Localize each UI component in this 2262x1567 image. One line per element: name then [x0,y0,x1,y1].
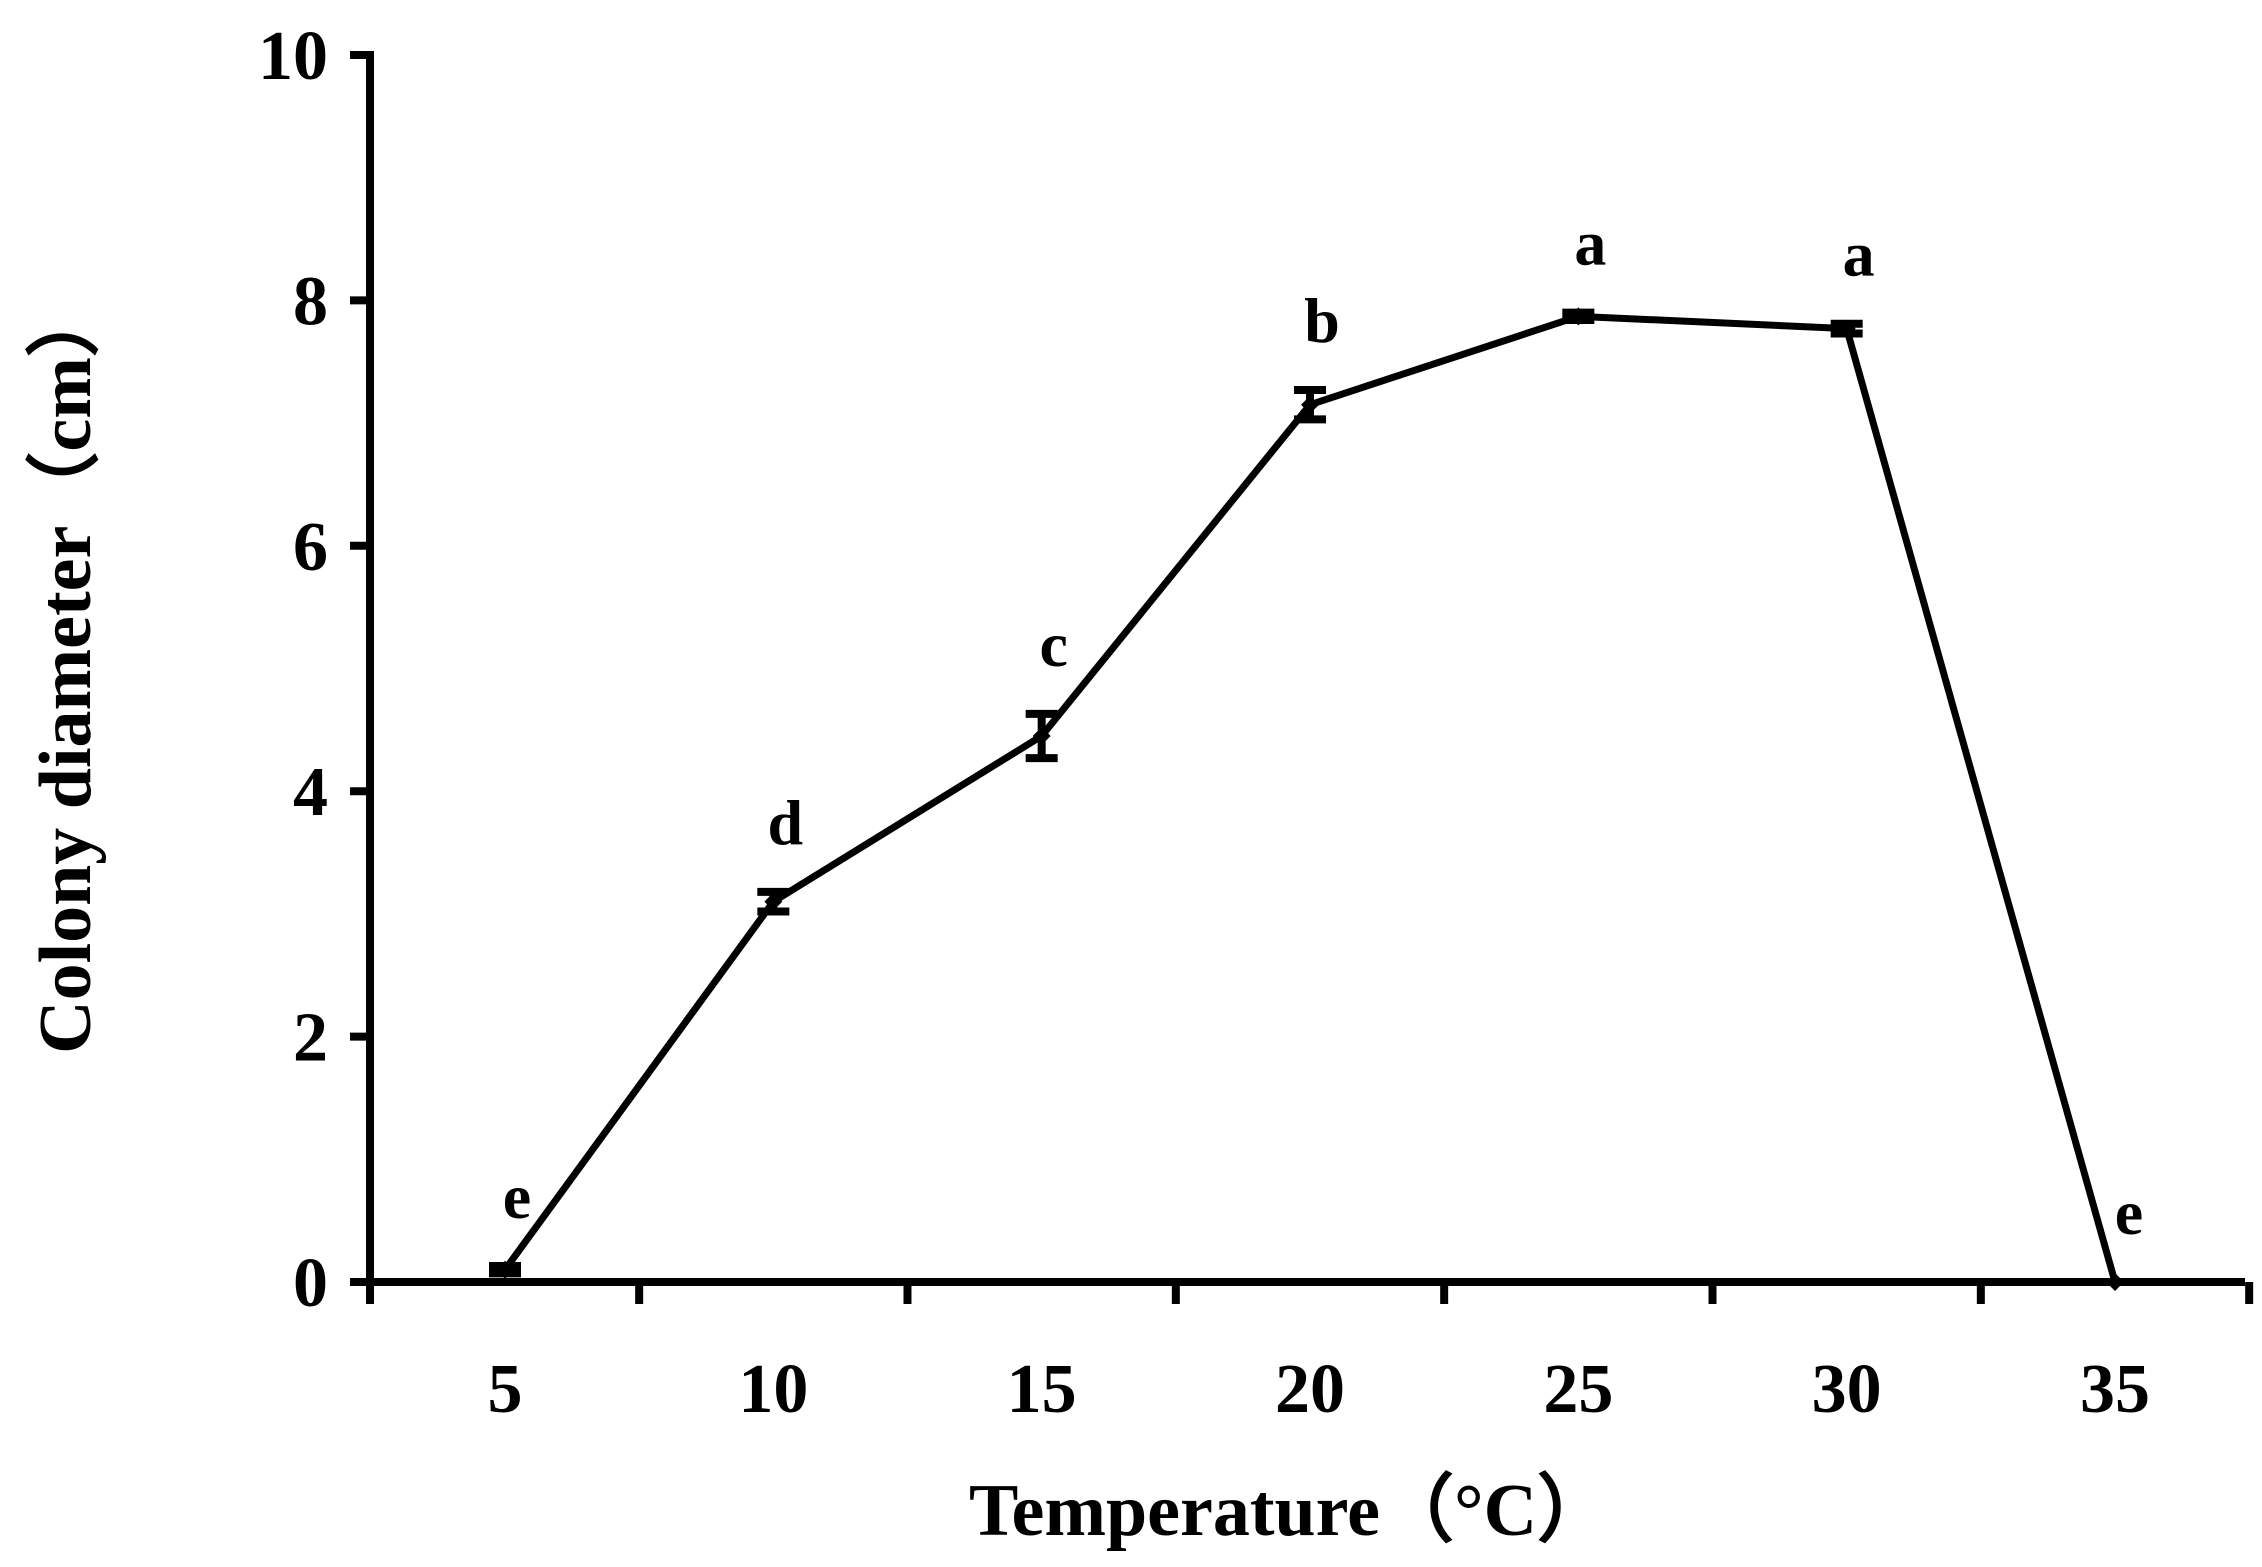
data-point [1837,319,1856,338]
data-point [1569,307,1588,326]
y-tick-label: 4 [293,754,328,831]
significance-label: a [1843,219,1875,290]
x-tick-label: 25 [1543,1351,1613,1428]
y-axis-title: Colony diameter（cm） [25,283,107,1054]
x-ticks: 5 10 15 20 25 30 35 [366,1282,2254,1428]
data-point [1301,395,1319,414]
significance-label: c [1039,609,1067,680]
data-point [2106,1273,2124,1291]
data-point [764,892,783,911]
y-tick-label: 0 [293,1245,328,1322]
significance-label: a [1574,208,1606,279]
x-axis-title: Temperature（°C） [969,1470,1611,1552]
data-series [502,312,2119,1283]
y-tick-label: 8 [293,263,328,340]
y-tick-label: 10 [258,18,328,95]
significance-label: b [1304,285,1340,356]
x-tick-label: 20 [1275,1351,1345,1428]
significance-label: d [768,787,804,858]
x-tick-label: 15 [1007,1351,1077,1428]
data-point [496,1260,514,1279]
x-tick-label: 5 [488,1351,523,1428]
y-tick-label: 6 [293,509,328,586]
x-tick-label: 35 [2080,1351,2150,1428]
x-tick-label: 30 [1812,1351,1882,1428]
error-bars [489,308,1863,1278]
significance-label: e [2115,1177,2143,1248]
significance-label: e [503,1161,531,1232]
significance-labels: e d c b a a e [503,208,2143,1248]
data-point [1032,726,1051,745]
x-tick-label: 10 [738,1351,808,1428]
data-markers [496,307,2124,1291]
y-ticks: 0 2 4 6 8 10 [258,18,370,1322]
y-tick-label: 2 [293,1000,328,1077]
axes [366,51,2245,1286]
series-line [502,312,2119,1283]
